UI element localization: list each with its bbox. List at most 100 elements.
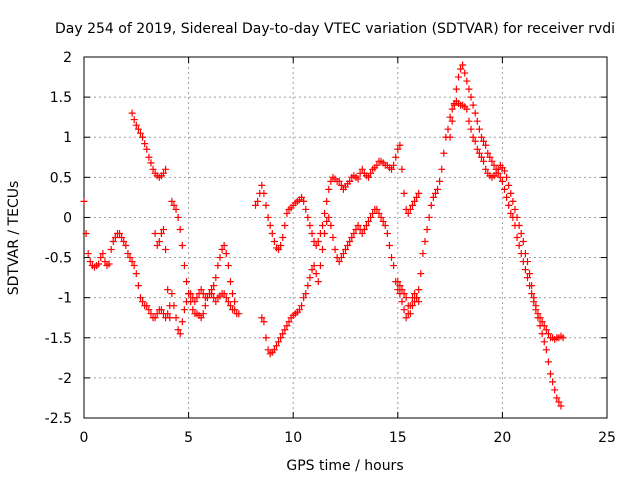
data-point [423, 225, 431, 233]
data-point [369, 209, 377, 217]
data-point [231, 306, 239, 314]
data-series-6 [394, 97, 567, 343]
plot-frame [83, 56, 608, 419]
data-point [120, 238, 128, 246]
data-point [402, 294, 410, 302]
data-point [277, 242, 285, 250]
data-point [226, 278, 234, 286]
data-point [373, 205, 381, 213]
y-tick-label: 1 [63, 130, 72, 146]
data-point [222, 250, 230, 258]
data-point [132, 121, 140, 129]
data-point [97, 254, 105, 262]
data-point [383, 229, 391, 237]
data-point [155, 238, 163, 246]
data-point [174, 326, 182, 334]
x-tick-label: 0 [80, 430, 89, 446]
data-point [480, 137, 488, 145]
data-point [394, 278, 402, 286]
data-point [335, 258, 343, 266]
data-point [174, 213, 182, 221]
data-point [157, 306, 165, 314]
data-point [134, 125, 142, 133]
data-point [199, 310, 207, 318]
data-point [176, 330, 184, 338]
data-point [153, 242, 161, 250]
data-point [498, 177, 506, 185]
data-point [312, 242, 320, 250]
data-point [350, 229, 358, 237]
data-point [283, 322, 291, 330]
data-point [95, 260, 103, 268]
data-point [231, 298, 239, 306]
data-point [99, 250, 107, 258]
data-point [358, 229, 366, 237]
y-tick-label: -1.5 [45, 331, 72, 347]
data-point [515, 242, 523, 250]
data-point [327, 221, 335, 229]
data-point [86, 258, 94, 266]
data-point [417, 270, 425, 278]
data-point [367, 213, 375, 221]
data-point [524, 274, 532, 282]
x-axis-label: GPS time / hours [286, 458, 403, 474]
data-point [321, 229, 329, 237]
data-point [500, 167, 508, 175]
data-point [126, 254, 134, 262]
data-point [517, 229, 525, 237]
data-point [329, 234, 337, 241]
data-point [218, 246, 226, 254]
data-point [260, 318, 268, 326]
data-point [547, 370, 555, 378]
data-point [467, 125, 475, 133]
data-point [438, 165, 446, 173]
data-point [544, 330, 552, 338]
data-point [283, 209, 291, 217]
data-point [551, 386, 559, 394]
data-point [415, 286, 423, 294]
data-point [477, 153, 485, 161]
data-series-3 [151, 197, 239, 322]
data-point [540, 338, 548, 346]
data-point [116, 229, 124, 237]
data-point [415, 189, 423, 197]
data-point [398, 165, 406, 173]
data-point [500, 185, 508, 193]
data-point [107, 246, 115, 254]
data-point [281, 221, 289, 229]
data-point [124, 250, 132, 258]
data-point [411, 290, 419, 298]
data-point [388, 165, 396, 173]
y-tick-label: 1.5 [50, 90, 72, 106]
data-point [145, 153, 153, 161]
x-tick-label: 15 [389, 430, 407, 446]
data-point [354, 175, 362, 183]
data-point [396, 141, 404, 149]
data-point [134, 282, 142, 290]
data-point [262, 201, 270, 209]
data-point [101, 258, 109, 266]
data-point [528, 290, 536, 298]
data-point [390, 262, 398, 270]
data-point [323, 217, 331, 225]
data-point [122, 242, 130, 250]
data-point [226, 302, 234, 310]
data-point [388, 254, 396, 262]
data-point [162, 165, 170, 173]
data-point [553, 394, 561, 402]
data-point [306, 221, 314, 229]
data-point [220, 290, 228, 298]
chart-title: Day 254 of 2019, Sidereal Day-to-day VTE… [55, 21, 615, 37]
data-point [452, 85, 460, 93]
data-point [444, 125, 452, 133]
data-point [128, 258, 136, 266]
data-point [258, 314, 266, 322]
data-point [149, 165, 157, 173]
y-tick-label: 2 [63, 50, 72, 66]
data-point [505, 201, 513, 209]
data-point [530, 298, 538, 306]
data-point [203, 294, 211, 302]
data-series-2 [128, 109, 170, 181]
data-point [413, 193, 421, 201]
